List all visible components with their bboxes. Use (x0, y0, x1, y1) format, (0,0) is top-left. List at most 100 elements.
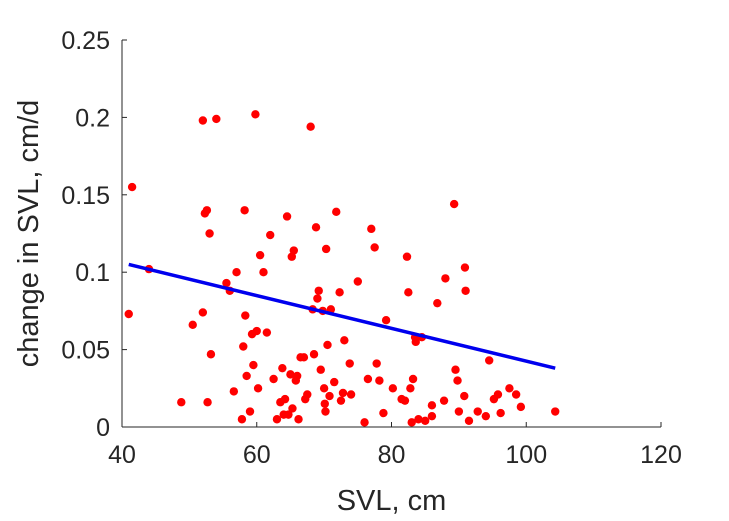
data-point (496, 408, 505, 418)
y-tick-label: 0.2 (75, 104, 110, 132)
data-point (400, 396, 410, 405)
x-axis-label: SVL, cm (337, 485, 447, 517)
data-point (259, 268, 268, 277)
data-point (321, 407, 330, 416)
data-point (202, 206, 212, 215)
x-axis-ticks: 40 60 80 100 120 (108, 422, 682, 469)
data-point (414, 415, 423, 424)
y-tick-label: 0.1 (75, 259, 110, 287)
data-point (433, 298, 442, 308)
data-point (188, 320, 197, 330)
data-point (255, 250, 265, 260)
data-point (242, 371, 251, 381)
data-point (284, 410, 293, 419)
y-tick-label: 0 (96, 414, 110, 442)
data-point (420, 416, 430, 426)
data-point (451, 365, 460, 374)
data-point (484, 356, 494, 365)
data-point (323, 340, 332, 350)
data-point (325, 391, 334, 401)
data-point (205, 229, 214, 238)
data-point (229, 387, 239, 396)
data-point (379, 408, 388, 418)
data-point (406, 384, 415, 393)
data-point (309, 350, 319, 359)
data-point (319, 384, 329, 393)
data-point (311, 223, 321, 232)
data-point (292, 371, 302, 381)
data-point (461, 286, 470, 295)
data-point (239, 342, 248, 351)
data-point (320, 399, 329, 408)
data-point (372, 359, 381, 368)
data-point (252, 326, 261, 336)
data-point (280, 394, 290, 404)
fit-line-group (128, 262, 556, 370)
data-point (294, 415, 303, 424)
data-point (282, 212, 292, 221)
data-point (288, 404, 297, 413)
data-point (335, 288, 344, 297)
data-point (272, 415, 282, 424)
data-point (251, 110, 260, 119)
data-point (127, 182, 137, 192)
y-axis-ticks: 0 0.05 0.1 0.15 0.2 0.25 (61, 27, 127, 442)
data-point (464, 416, 474, 426)
data-point (473, 407, 482, 416)
x-tick-label: 40 (108, 441, 136, 469)
data-point (441, 274, 450, 283)
data-points (124, 110, 560, 427)
data-point (303, 390, 312, 399)
data-point (408, 374, 418, 384)
data-point (212, 114, 221, 124)
data-point (449, 199, 459, 209)
data-point (330, 377, 339, 387)
x-tick-label: 120 (640, 441, 682, 469)
data-point (316, 365, 325, 374)
data-point (321, 244, 331, 254)
data-point (206, 350, 216, 359)
data-point (269, 374, 278, 384)
data-point (240, 206, 249, 215)
y-tick-label: 0.05 (61, 337, 110, 365)
data-point (388, 384, 398, 393)
data-point (551, 407, 560, 416)
data-point (241, 311, 250, 320)
data-point (381, 315, 391, 325)
data-point (253, 384, 263, 393)
data-point (332, 207, 341, 217)
data-point (460, 263, 470, 272)
data-point (493, 390, 503, 399)
data-point (454, 407, 464, 416)
data-point (363, 374, 373, 384)
data-point (402, 252, 412, 261)
data-point (124, 309, 133, 319)
data-point (198, 308, 208, 317)
data-point (404, 288, 413, 297)
regression-line (128, 262, 556, 370)
data-point (360, 418, 369, 427)
data-point (370, 243, 379, 252)
data-point (245, 407, 255, 416)
data-point (345, 359, 354, 368)
data-point (336, 396, 346, 405)
data-point (203, 398, 212, 407)
data-point (278, 363, 287, 373)
data-point (453, 376, 462, 385)
data-point (427, 401, 437, 410)
data-point (511, 390, 521, 399)
data-point (346, 390, 356, 399)
data-point (427, 411, 437, 421)
x-tick-label: 80 (378, 441, 406, 469)
data-point (460, 391, 469, 401)
data-point (232, 268, 241, 277)
data-point (266, 230, 275, 240)
data-point (411, 337, 420, 347)
y-tick-label: 0.25 (61, 27, 110, 55)
data-point (237, 415, 247, 424)
data-point (177, 398, 186, 407)
x-tick-label: 60 (243, 441, 271, 469)
data-point (289, 246, 299, 255)
data-point (198, 116, 208, 125)
